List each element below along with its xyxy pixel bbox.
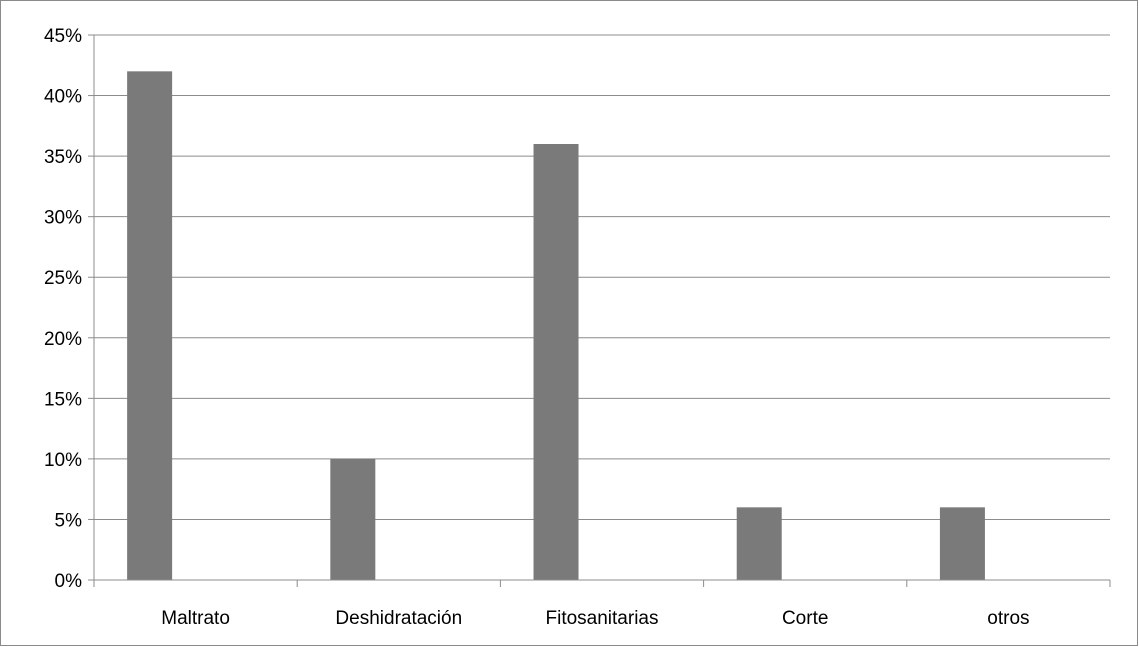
x-axis-tick-labels: Maltrato Deshidratación Fitosanitarias Cort… <box>161 608 1029 629</box>
x-tick-label: otros <box>987 608 1029 629</box>
x-tick-label: Fitosanitarias <box>546 608 659 629</box>
y-tick-label: 35% <box>44 147 82 168</box>
x-tick-label: Corte <box>782 608 828 629</box>
y-tick-label: 15% <box>44 389 82 410</box>
y-tick-label: 30% <box>44 208 82 229</box>
x-tick-label: Maltrato <box>161 608 230 629</box>
bar-maltrato <box>127 71 173 580</box>
bar-otros <box>939 507 985 580</box>
y-tick-label: 45% <box>44 26 82 47</box>
axes <box>88 34 1111 587</box>
bar-fitosanitarias <box>533 144 579 580</box>
y-tick-label: 5% <box>55 510 83 531</box>
y-tick-label: 0% <box>55 571 83 592</box>
x-tick-label: Deshidratación <box>335 608 462 629</box>
y-tick-label: 40% <box>44 87 82 108</box>
y-axis-tick-labels: 0% 5% 10% 15% 20% 25% 30% 35% 40% 45% <box>44 26 82 592</box>
gridlines <box>94 34 1110 520</box>
bar-deshidratación <box>330 458 376 580</box>
bars <box>127 71 985 580</box>
y-tick-label: 10% <box>44 450 82 471</box>
y-tick-label: 25% <box>44 268 82 289</box>
bar-corte <box>736 507 782 580</box>
y-tick-label: 20% <box>44 329 82 350</box>
